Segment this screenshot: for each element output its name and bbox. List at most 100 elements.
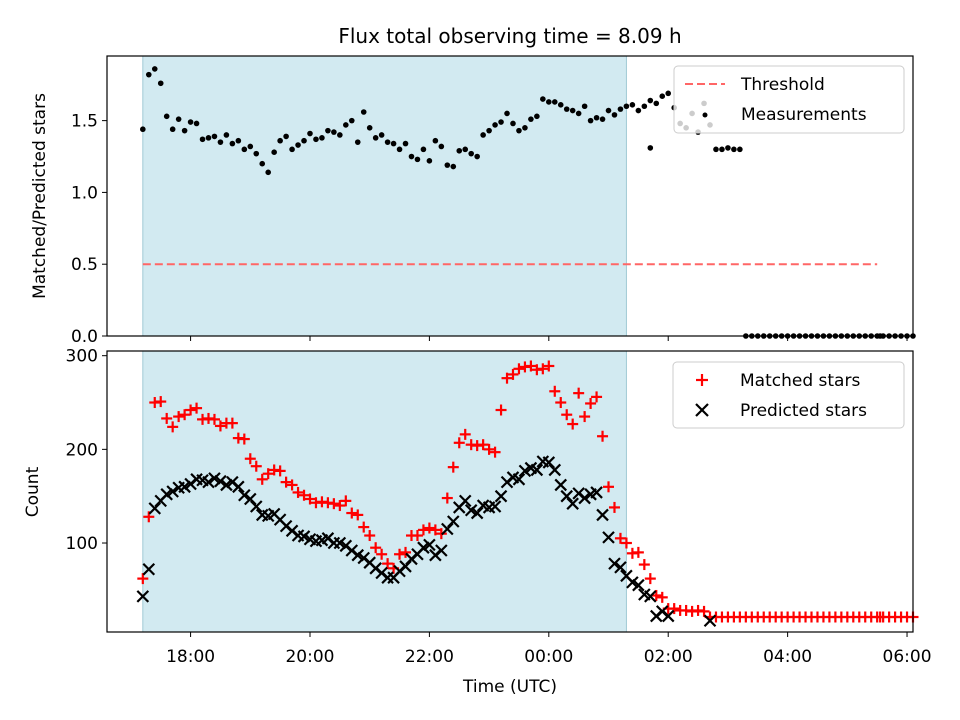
predicted-star-point (608, 557, 621, 570)
measurement-point (372, 135, 379, 141)
matched-star-point (573, 387, 585, 399)
measurement-point (307, 130, 313, 137)
measurement-point (253, 150, 260, 157)
count-points (136, 360, 919, 628)
measurement-point (163, 113, 170, 120)
measurement-point (193, 120, 200, 127)
bottom-legend: Matched stars Predicted stars (672, 361, 905, 429)
measurement-point (713, 146, 719, 153)
matched-star-point (591, 391, 603, 403)
predicted-legend-swatch (695, 403, 709, 417)
predicted-star-point (614, 561, 627, 574)
measurement-point (725, 145, 731, 151)
matched-star-point (423, 522, 435, 534)
measurement-point (575, 110, 582, 117)
measurement-point (157, 80, 164, 87)
measurement-point (229, 140, 236, 147)
measurement-point (480, 132, 486, 138)
measurement-point (498, 119, 504, 125)
predicted-star-point (136, 590, 150, 603)
measurement-point (140, 126, 146, 133)
matched-star-point (137, 573, 149, 585)
measurement-point (223, 132, 230, 138)
matched-star-point (549, 385, 561, 397)
measurement-point (217, 139, 224, 145)
measurement-point (737, 146, 743, 153)
y-tick-label: 300 (66, 347, 98, 367)
measurement-point (384, 139, 391, 145)
matched-star-point (567, 418, 579, 430)
matched-star-point (340, 495, 352, 507)
measurement-point (486, 127, 492, 134)
measurement-point (653, 100, 660, 107)
measurement-point (534, 113, 540, 120)
measurement-point (211, 133, 218, 140)
measurement-point (199, 136, 206, 143)
measurement-point (665, 90, 672, 97)
measurement-point (557, 102, 564, 108)
matched-star-point (334, 500, 346, 512)
x-axis-label: Time (UTC) (462, 677, 557, 697)
measurement-point (348, 117, 355, 124)
measurement-point (593, 114, 600, 121)
predicted-star-point (661, 609, 675, 623)
measurement-point (301, 137, 307, 144)
matched-star-point (453, 437, 465, 449)
bottom-y-axis-label: Count (23, 466, 43, 517)
measurement-point (647, 145, 654, 151)
measurement-point (563, 106, 570, 112)
predicted-star-point (249, 500, 263, 513)
matched-star-point (400, 546, 412, 558)
matched-star-point (638, 559, 650, 571)
matched-star-point (214, 420, 226, 432)
matched-star-point (411, 530, 423, 542)
measurement-point (438, 143, 445, 150)
predicted-star-point (644, 590, 657, 603)
measurement-point (599, 116, 606, 122)
measurement-point (265, 169, 272, 176)
matched-star-point (346, 507, 358, 519)
matched-star-point (352, 509, 364, 521)
matched-star-point (280, 476, 292, 488)
measurement-point (468, 150, 474, 157)
matched-star-point (507, 368, 519, 380)
matched-star-point (543, 360, 555, 372)
top-legend-box (673, 65, 905, 134)
matched-star-point (286, 479, 298, 491)
predicted-star-point (214, 474, 227, 488)
predicted-star-point (142, 562, 156, 576)
matched-star-point (555, 397, 567, 409)
y-tick-label: 1.0 (71, 183, 98, 203)
measurement-point (360, 109, 367, 115)
matched-star-point (585, 397, 597, 409)
matched-star-point (167, 421, 179, 433)
measurement-point (169, 126, 176, 133)
matched-star-point (483, 443, 495, 455)
measurement-point (390, 140, 397, 147)
matched-star-point (256, 473, 268, 485)
matched-star-point (292, 486, 304, 498)
matched-star-point (429, 524, 441, 536)
predicted-star-point (423, 538, 436, 552)
measurement-point (581, 103, 588, 110)
measurement-point (450, 163, 457, 170)
matched-star-point (477, 439, 489, 451)
matched-star-point (185, 404, 197, 416)
measurement-point (492, 122, 498, 128)
matched-star-point (208, 413, 220, 425)
measurement-point (354, 139, 361, 145)
matched-star-point (173, 411, 185, 423)
x-tick-label: 00:00 (524, 647, 573, 667)
measurement-point (241, 146, 248, 153)
matched-star-point (874, 611, 886, 623)
matched-star-point (603, 481, 615, 493)
measurement-point (629, 102, 636, 108)
measurement-point (319, 135, 325, 141)
chart-title: Flux total observing time = 8.09 h (338, 24, 681, 48)
bottom-legend-label: Predicted stars (740, 401, 867, 421)
matched-star-point (376, 548, 388, 560)
measurement-point (283, 133, 289, 140)
measurement-point (510, 120, 516, 127)
bottom-legend-label: Matched stars (740, 371, 860, 391)
